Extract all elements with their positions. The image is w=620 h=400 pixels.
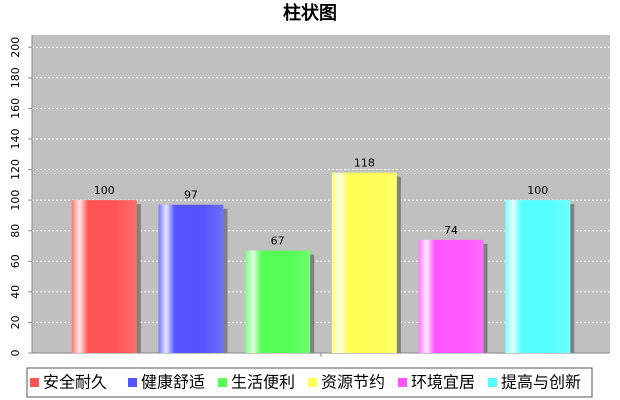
y-tick-label: 100 — [9, 190, 22, 211]
chart-title: 柱状图 — [283, 2, 337, 24]
legend-swatch — [128, 378, 137, 387]
legend-label: 安全耐久 — [43, 373, 107, 392]
data-label: 74 — [444, 224, 458, 237]
bar — [245, 250, 311, 353]
legend-box — [26, 367, 593, 398]
y-tick-label: 20 — [9, 315, 22, 329]
legend-swatch — [398, 378, 407, 387]
legend-label: 环境宜居 — [411, 373, 475, 392]
y-tick-label: 200 — [9, 37, 22, 58]
bar — [331, 172, 397, 353]
y-tick-label: 60 — [9, 254, 22, 268]
legend-label: 生活便利 — [231, 373, 295, 392]
y-tick-label: 40 — [9, 285, 22, 299]
data-label: 97 — [184, 189, 198, 202]
legend-swatch — [488, 378, 497, 387]
legend-swatch — [218, 378, 227, 387]
data-label: 100 — [94, 184, 115, 197]
bar — [158, 204, 224, 353]
y-tick-label: 180 — [9, 67, 22, 88]
y-tick-label: 160 — [9, 98, 22, 119]
bar — [71, 200, 137, 353]
y-tick-label: 0 — [9, 350, 22, 357]
y-tick-label: 80 — [9, 224, 22, 238]
bar — [418, 239, 484, 353]
y-tick-label: 120 — [9, 159, 22, 180]
y-tick-label: 140 — [9, 128, 22, 149]
data-label: 100 — [527, 184, 548, 197]
bar — [505, 200, 571, 353]
data-label: 118 — [354, 157, 375, 170]
legend-label: 提高与创新 — [501, 373, 581, 392]
legend-label: 健康舒适 — [141, 373, 205, 392]
data-label: 67 — [271, 235, 285, 248]
legend-swatch — [30, 378, 39, 387]
legend-swatch — [308, 378, 317, 387]
legend-label: 资源节约 — [321, 373, 385, 392]
